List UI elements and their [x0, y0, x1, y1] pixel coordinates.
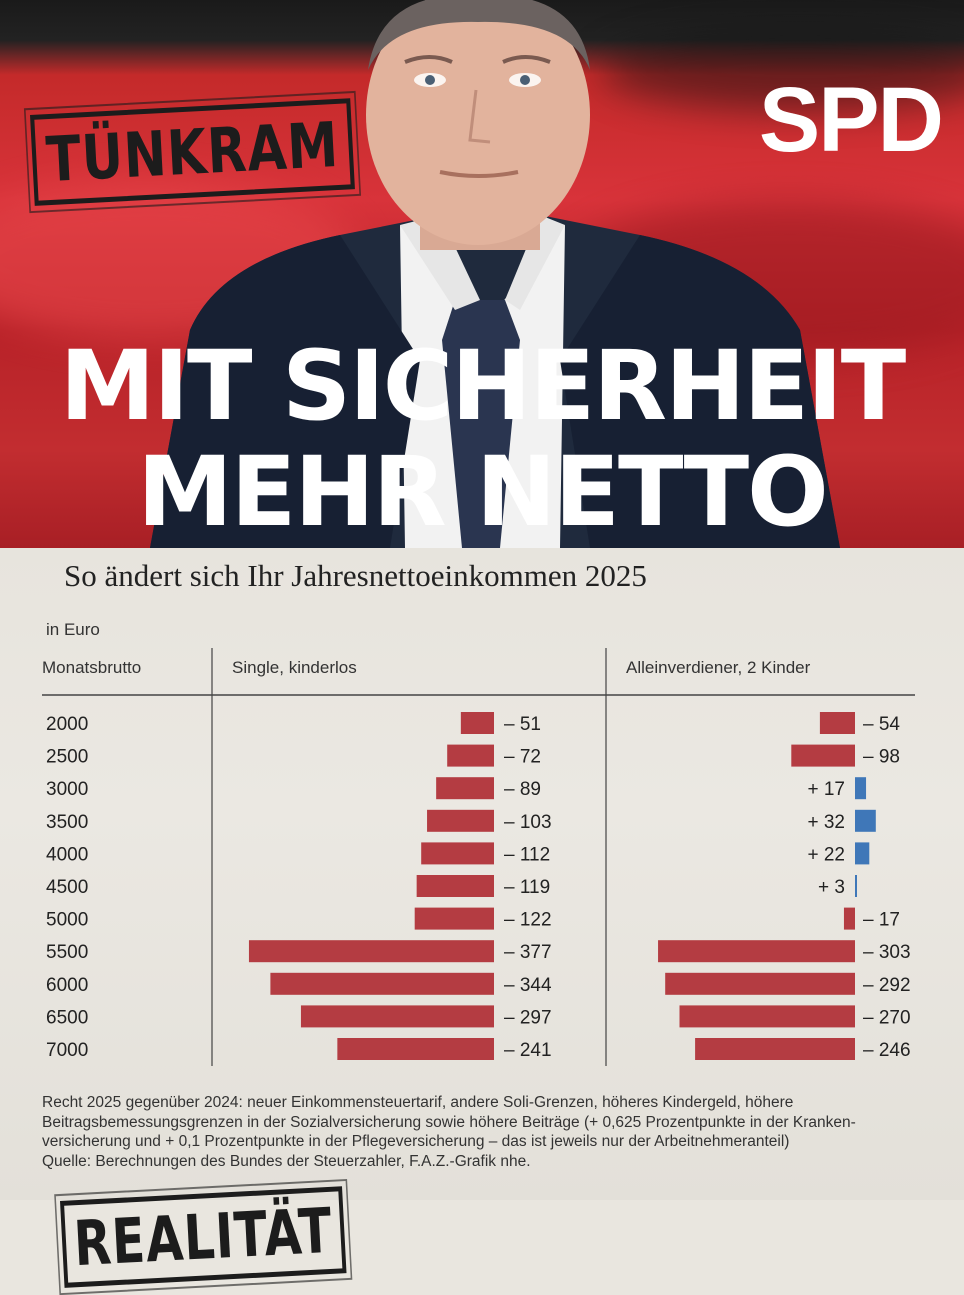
- value-label: + 3: [818, 877, 845, 898]
- source-line: Quelle: Berechnungen des Bundes der Steu…: [42, 1152, 531, 1170]
- value-label: – 51: [504, 714, 541, 735]
- category-label: 5000: [46, 910, 88, 931]
- stamp-tuenkram: TÜNKRAM: [30, 98, 355, 206]
- bar-family: [791, 744, 855, 767]
- value-label: – 344: [504, 975, 552, 996]
- row-header: Monatsbrutto: [42, 658, 142, 677]
- bar-single: [421, 842, 494, 865]
- bar-single: [248, 940, 494, 963]
- value-label: – 122: [504, 910, 552, 931]
- bar-family: [679, 1005, 855, 1028]
- category-label: 4000: [46, 844, 88, 865]
- value-label: + 17: [807, 779, 845, 800]
- headline-line-1: MIT SICHERHEIT: [59, 330, 906, 442]
- category-label: 3500: [46, 812, 88, 833]
- value-label: – 103: [504, 812, 552, 833]
- footnote-line: Beitragsbemessungsgrenzen in der Sozialv…: [42, 1113, 856, 1131]
- unit-label: in Euro: [46, 620, 100, 639]
- bar-family: [855, 809, 876, 832]
- stamp-realitaet: REALITÄT: [60, 1186, 347, 1288]
- headline-line-2: MEHR NETTO: [137, 436, 829, 548]
- value-label: – 54: [863, 714, 900, 735]
- bar-family: [855, 875, 857, 897]
- bar-single: [460, 712, 494, 734]
- category-label: 4500: [46, 877, 88, 898]
- value-label: – 270: [863, 1007, 911, 1028]
- category-label: 7000: [46, 1040, 88, 1061]
- series-label-family: Alleinverdiener, 2 Kinder: [626, 658, 811, 677]
- value-label: – 112: [504, 844, 550, 865]
- category-label: 6000: [46, 975, 88, 996]
- newspaper-clipping: So ändert sich Ihr Jahresnettoeinkommen …: [0, 548, 964, 1288]
- flag-fold: [600, 30, 964, 110]
- bar-single: [416, 875, 494, 897]
- bar-family: [658, 940, 855, 963]
- footnote-line: versicherung und + 0,1 Prozentpunkte in …: [42, 1133, 790, 1150]
- footnote-line: Recht 2025 gegenüber 2024: neuer Einkomm…: [42, 1094, 794, 1111]
- series-single: – 51 – 72 – 89 – 103 – 112 – 119 – 122 – 377 – 3…: [248, 712, 552, 1061]
- bar-family: [855, 842, 870, 865]
- value-label: – 89: [504, 779, 541, 800]
- series-family: – 54 – 98 + 17 + 32 + 22 + 3 – 17 – 303 – 292 – 2…: [658, 712, 911, 1061]
- bar-family: [695, 1038, 855, 1060]
- footnote: Recht 2025 gegenüber 2024: neuer Einkomm…: [42, 1093, 942, 1171]
- portrait-illustration: [150, 0, 840, 548]
- value-label: – 241: [504, 1040, 552, 1061]
- value-label: – 246: [863, 1040, 911, 1061]
- category-label: 3000: [46, 779, 88, 800]
- value-label: – 292: [863, 975, 911, 996]
- bar-single: [337, 1038, 494, 1060]
- bar-chart: 2000 2500 3000 3500 4000 4500 5000 5500 6000 6500…: [42, 648, 915, 1066]
- value-label: – 297: [504, 1007, 552, 1028]
- value-label: – 72: [504, 747, 541, 768]
- category-label: 2000: [46, 714, 88, 735]
- bar-single: [447, 744, 494, 767]
- series-label-single: Single, kinderlos: [232, 658, 357, 677]
- category-label: 5500: [46, 942, 88, 963]
- value-label: – 377: [504, 942, 552, 963]
- campaign-poster: SPD TÜNKRAM MIT SICHERHEIT MEHR NETTO: [0, 0, 964, 548]
- party-logo: SPD: [758, 69, 944, 171]
- bar-single: [414, 907, 494, 930]
- value-label: + 22: [807, 844, 845, 865]
- bar-family: [665, 972, 855, 995]
- chart-title: So ändert sich Ihr Jahresnettoeinkommen …: [64, 558, 647, 593]
- bar-single: [270, 972, 494, 995]
- bar-single: [436, 777, 494, 800]
- value-label: + 32: [807, 812, 845, 833]
- bar-family: [855, 777, 867, 800]
- category-label: 6500: [46, 1007, 88, 1028]
- category-labels: 2000 2500 3000 3500 4000 4500 5000 5500 6000 6500…: [46, 714, 88, 1061]
- category-label: 2500: [46, 747, 88, 768]
- value-label: – 17: [863, 910, 900, 931]
- bar-family: [843, 907, 855, 930]
- value-label: – 119: [504, 877, 550, 898]
- bar-family: [819, 712, 855, 734]
- bar-single: [427, 809, 494, 832]
- value-label: – 303: [863, 942, 911, 963]
- bar-single: [300, 1005, 494, 1028]
- value-label: – 98: [863, 747, 900, 768]
